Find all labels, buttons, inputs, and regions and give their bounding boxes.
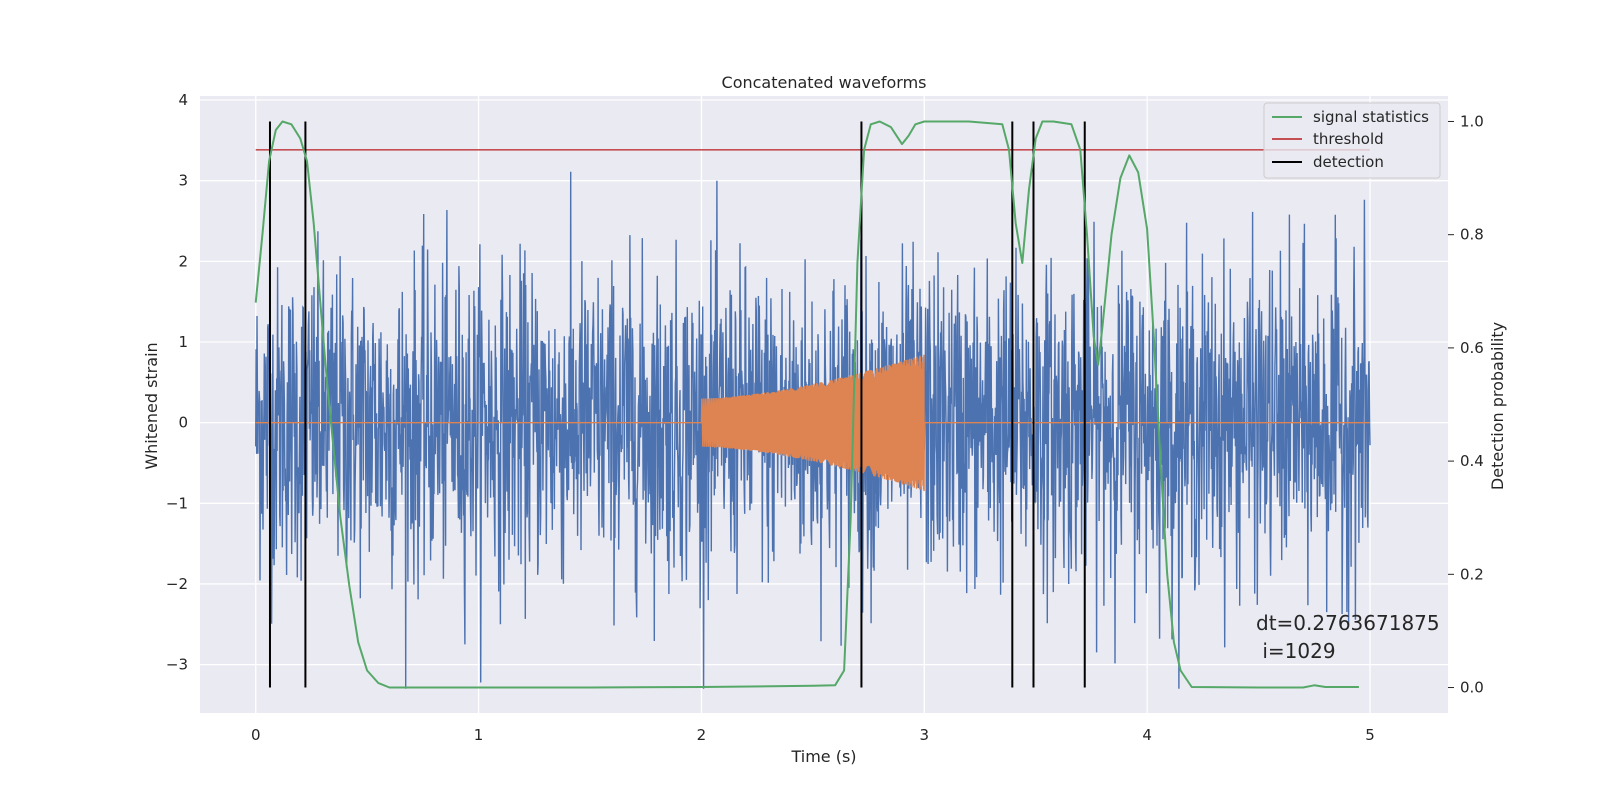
legend: signal statistics threshold detection <box>1263 102 1441 179</box>
y2-tick-label: 0.6 <box>1460 339 1484 357</box>
y-tick-label: 1 <box>178 333 188 351</box>
y-tick-label: 2 <box>178 252 188 270</box>
y2-tick-label: 0.4 <box>1460 452 1484 470</box>
y-tick-label: 0 <box>178 414 188 432</box>
y2-axis-label: Detection probability <box>1488 322 1507 490</box>
y-tick-label: −2 <box>166 575 188 593</box>
data-layer <box>254 120 1371 689</box>
signal-statistics-line <box>254 120 1359 689</box>
x-tick-label: 3 <box>920 726 930 744</box>
y2-tick-label: 1.0 <box>1460 112 1484 130</box>
x-tick-label: 4 <box>1142 726 1152 744</box>
annotation-i: i=1029 <box>1256 639 1336 663</box>
chart-title: Concatenated waveforms <box>722 73 927 92</box>
y-tick-label: 4 <box>178 91 188 109</box>
x-axis-label: Time (s) <box>790 747 856 766</box>
annotation-dt: dt=0.2763671875 <box>1256 611 1440 635</box>
y-tick-label: −1 <box>166 494 188 512</box>
y2-tick-label: 0.2 <box>1460 565 1484 583</box>
y2-tick-label: 0.0 <box>1460 679 1484 697</box>
chirp-series-line <box>255 354 1370 492</box>
legend-label-threshold: threshold <box>1313 130 1384 148</box>
x-tick-label: 2 <box>697 726 707 744</box>
x-tick-label: 1 <box>474 726 484 744</box>
y-tick-label: 3 <box>178 172 188 190</box>
legend-label-signal-statistics: signal statistics <box>1313 108 1429 126</box>
x-tick-label: 0 <box>251 726 261 744</box>
legend-label-detection: detection <box>1313 153 1384 171</box>
ticks: 0 1 2 3 4 5 −3 −2 −1 0 1 2 3 4 0.0 0.2 0.4 0.6 0.8 1.0 <box>166 91 1484 744</box>
y-tick-label: −3 <box>166 656 188 674</box>
legend-frame <box>1263 102 1441 179</box>
x-tick-label: 5 <box>1365 726 1375 744</box>
y2-tick-label: 0.8 <box>1460 226 1484 244</box>
y-axis-label: Whitened strain <box>142 342 161 469</box>
